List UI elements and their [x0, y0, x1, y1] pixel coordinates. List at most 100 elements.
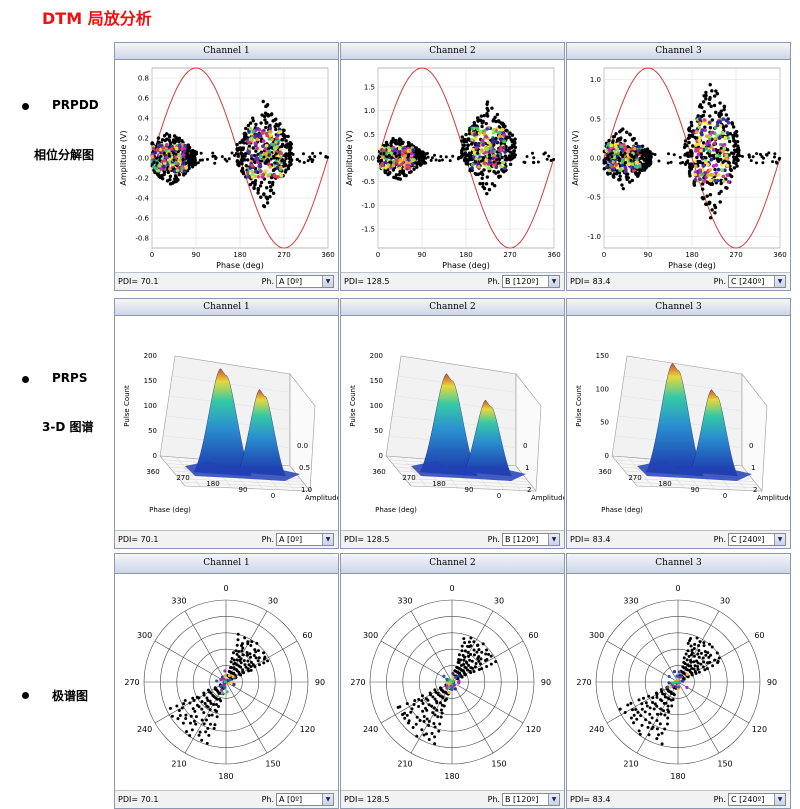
data-point — [693, 159, 698, 163]
phase-select[interactable]: C [240º] ▼ — [728, 275, 786, 288]
phase-select[interactable]: A [0º] ▼ — [276, 533, 334, 546]
data-point — [490, 140, 495, 144]
data-point — [394, 173, 399, 177]
x-tick-label: 0 — [602, 251, 606, 259]
data-point — [722, 107, 726, 112]
data-point — [495, 158, 499, 162]
data-point — [686, 649, 690, 653]
surface-base — [185, 461, 300, 481]
angle-tick-label: 210 — [623, 759, 638, 768]
data-point — [256, 191, 260, 195]
data-point — [426, 155, 430, 159]
chevron-down-icon[interactable]: ▼ — [548, 276, 559, 287]
data-point — [287, 148, 292, 152]
data-point — [309, 157, 313, 161]
data-point — [718, 123, 723, 128]
panel-footer: PDI= 70.1 Ph. A [0º] ▼ — [115, 530, 338, 548]
data-point — [698, 121, 702, 125]
data-point — [241, 668, 245, 672]
scatter-series — [602, 83, 782, 220]
data-point — [429, 158, 433, 162]
data-point — [394, 155, 398, 159]
data-point — [712, 141, 717, 146]
data-point — [485, 100, 490, 104]
grid-line — [630, 478, 758, 485]
data-point — [246, 659, 250, 663]
data-point — [531, 160, 535, 164]
data-point — [417, 697, 421, 701]
data-point — [732, 155, 736, 159]
data-point — [248, 137, 253, 142]
data-point — [481, 181, 485, 186]
data-point — [190, 728, 194, 732]
data-point — [248, 182, 253, 187]
data-point — [513, 140, 517, 145]
data-point — [708, 97, 712, 102]
data-point — [512, 149, 517, 153]
data-point — [170, 714, 174, 718]
grid-line — [404, 478, 532, 485]
chevron-down-icon[interactable]: ▼ — [322, 534, 333, 545]
data-point — [697, 142, 701, 146]
data-point — [440, 703, 444, 707]
data-point — [536, 160, 540, 164]
data-point — [708, 126, 713, 130]
data-point — [704, 97, 708, 101]
data-point — [461, 146, 465, 151]
data-point — [200, 158, 204, 162]
data-point — [646, 156, 650, 160]
data-point — [688, 162, 692, 166]
data-point — [259, 180, 264, 185]
phase-select[interactable]: B [120º] ▼ — [502, 275, 560, 288]
data-point — [734, 133, 738, 137]
angle-tick-label: 330 — [397, 597, 412, 606]
panel-footer: PDI= 83.4 Ph. C [240º] ▼ — [567, 790, 790, 808]
data-point — [508, 131, 512, 135]
data-point — [478, 171, 483, 176]
data-point — [162, 164, 166, 169]
polar-spoke — [225, 681, 268, 754]
data-point — [653, 153, 657, 157]
data-point — [261, 173, 266, 177]
data-point — [457, 661, 461, 665]
data-point — [306, 159, 310, 163]
angle-tick-label: 330 — [623, 597, 638, 606]
data-point — [250, 175, 255, 179]
surface-peak — [419, 373, 478, 477]
channel-header: Channel 1 — [115, 299, 338, 316]
data-point — [451, 675, 455, 679]
data-point — [463, 641, 467, 645]
panel-footer: PDI= 83.4 Ph. C [240º] ▼ — [567, 272, 790, 290]
data-point — [230, 666, 234, 670]
phase-select[interactable]: A [0º] ▼ — [276, 275, 334, 288]
phase-label: Ph. — [261, 277, 274, 286]
bullet-prps — [22, 376, 29, 383]
panel-prps-ch3: Channel 3 150 100 50 0 Pulse Count 360 270 180 90… — [566, 298, 791, 549]
y-tick-label: 0.5 — [364, 131, 375, 139]
data-point — [388, 160, 392, 164]
data-point — [394, 142, 399, 146]
x-tick-label: 360 — [321, 251, 334, 259]
data-point — [257, 663, 261, 667]
phase-select[interactable]: B [120º] ▼ — [502, 533, 560, 546]
chevron-down-icon[interactable]: ▼ — [548, 534, 559, 545]
chevron-down-icon[interactable]: ▼ — [774, 276, 785, 287]
data-point — [655, 719, 659, 723]
phase-select[interactable]: C [240º] ▼ — [728, 533, 786, 546]
data-point — [264, 125, 268, 130]
data-point — [500, 155, 504, 160]
data-point — [758, 152, 762, 156]
channel-header: Channel 3 — [567, 299, 790, 316]
data-point — [462, 658, 466, 662]
plot-area: 0 30 60 90 120 150 180 210 240 270 300 330 — [115, 574, 338, 790]
data-point — [255, 146, 259, 151]
data-point — [692, 654, 696, 658]
chevron-down-icon[interactable]: ▼ — [774, 534, 785, 545]
data-point — [488, 146, 493, 151]
data-point — [286, 164, 291, 169]
chevron-down-icon[interactable]: ▼ — [322, 276, 333, 287]
data-point — [237, 650, 241, 654]
data-point — [691, 144, 695, 148]
data-point — [474, 156, 478, 161]
data-point — [632, 155, 636, 159]
